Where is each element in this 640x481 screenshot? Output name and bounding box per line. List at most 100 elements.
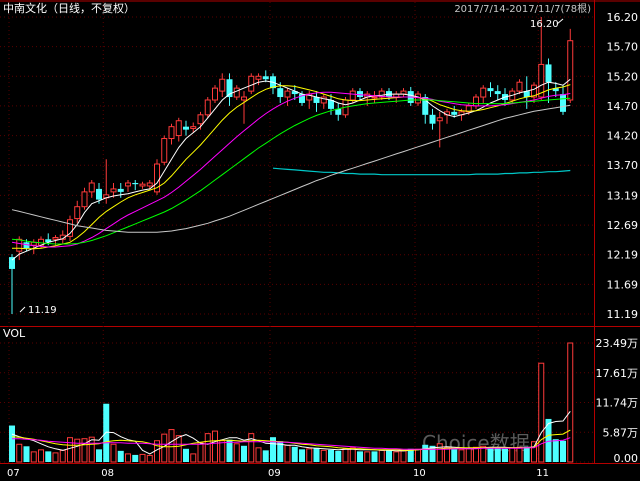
volume-bar xyxy=(248,433,255,463)
candle-body xyxy=(45,239,52,243)
volume-bar xyxy=(270,437,276,462)
candle-body xyxy=(81,191,88,208)
volume-bar xyxy=(212,430,218,463)
volume-bar xyxy=(197,442,204,463)
candle-body xyxy=(262,76,269,80)
volume-bar xyxy=(110,443,117,463)
volume-averages xyxy=(11,410,571,455)
candle-body xyxy=(567,40,574,101)
volume-bar xyxy=(262,450,269,462)
volume-bar xyxy=(451,449,458,462)
price-y-tick: 13.70 xyxy=(607,159,639,172)
candle-body xyxy=(371,96,378,99)
candle-body xyxy=(132,182,139,185)
volume-bar xyxy=(560,440,566,462)
volume-bars xyxy=(9,342,574,463)
price-y-tick: 11.69 xyxy=(607,278,639,291)
candle-body xyxy=(378,90,385,98)
volume-bar xyxy=(88,436,95,463)
volume-bar xyxy=(125,453,131,463)
ma-line xyxy=(12,84,571,250)
price-y-tick: 15.70 xyxy=(607,41,639,54)
volume-bar xyxy=(241,445,247,462)
candle-body xyxy=(52,237,59,240)
low-label: 11.19 xyxy=(28,305,57,316)
volume-bar xyxy=(364,451,371,463)
volume-bar xyxy=(473,446,479,463)
volume-bar xyxy=(306,448,313,463)
candle-body xyxy=(154,163,160,193)
volume-bar xyxy=(16,443,23,463)
volume-bar xyxy=(407,448,414,462)
volume-bar xyxy=(538,362,545,463)
volume-bar xyxy=(415,448,421,463)
volume-bar xyxy=(357,451,363,462)
candle-body xyxy=(117,188,124,192)
volume-bar xyxy=(502,448,508,462)
candle-body xyxy=(96,188,102,200)
x-tick: 09 xyxy=(268,468,281,479)
price-y-axis: 16.20 15.70 15.20 14.70 14.20 13.70 13.19 12.69… xyxy=(607,11,639,321)
volume-y-tick: 5.87万 xyxy=(603,426,639,439)
candlesticks xyxy=(9,17,574,314)
candle-body xyxy=(183,126,189,130)
x-tick: 08 xyxy=(101,468,114,479)
ma-line xyxy=(11,104,571,233)
candle-body xyxy=(67,219,73,237)
candle-body xyxy=(110,188,117,193)
candle-body xyxy=(255,75,262,80)
volume-bar xyxy=(132,454,139,462)
candle-body xyxy=(168,126,175,140)
x-tick: 07 xyxy=(7,468,20,479)
volume-bar xyxy=(386,449,392,462)
candle-body xyxy=(139,183,146,187)
candle-body xyxy=(516,81,523,92)
volume-y-tick: 11.74万 xyxy=(596,397,639,410)
volume-bar xyxy=(444,447,450,463)
candle-body xyxy=(545,64,552,83)
x-tick: 10 xyxy=(413,468,426,479)
candle-body xyxy=(349,90,356,101)
volume-bar xyxy=(509,447,516,463)
volume-bar xyxy=(45,451,52,462)
volume-bar xyxy=(480,445,487,463)
x-axis: 07 08 09 10 11 xyxy=(7,468,549,479)
ma-line xyxy=(11,97,571,245)
volume-bar xyxy=(429,445,436,462)
volume-bar xyxy=(349,447,356,463)
volume-bar xyxy=(371,451,378,462)
candle-body xyxy=(146,182,153,187)
volume-bar xyxy=(567,342,574,463)
volume-bar xyxy=(117,450,124,462)
candle-body xyxy=(429,114,436,124)
volume-bar xyxy=(320,449,327,463)
volume-bar xyxy=(9,425,15,462)
chart-frame xyxy=(0,0,640,464)
volume-bar xyxy=(168,429,175,463)
candle-body xyxy=(197,114,204,125)
volume-y-tick: 0.00 xyxy=(614,452,639,465)
volume-bar xyxy=(233,443,240,463)
candle-body xyxy=(465,105,472,113)
price-y-tick: 16.20 xyxy=(607,11,639,24)
volume-y-axis: 23.49万 17.61万 11.74万 5.87万 0.00 xyxy=(596,337,639,465)
candle-body xyxy=(277,88,284,98)
high-annotation: 16.20 xyxy=(530,18,564,30)
volume-bar xyxy=(183,448,189,462)
candle-body xyxy=(23,242,30,249)
price-y-tick: 13.19 xyxy=(607,189,639,202)
candle-body xyxy=(451,111,458,115)
volume-bar xyxy=(342,448,349,463)
ma-line xyxy=(11,91,571,248)
candle-body xyxy=(552,88,559,92)
volume-bar xyxy=(175,435,182,463)
volume-bar xyxy=(400,450,407,463)
candle-body xyxy=(320,96,327,104)
volume-bar xyxy=(291,446,298,462)
volume-bar xyxy=(552,439,559,462)
volume-bar xyxy=(284,444,291,463)
candle-body xyxy=(531,84,537,98)
volume-bar xyxy=(146,454,153,463)
